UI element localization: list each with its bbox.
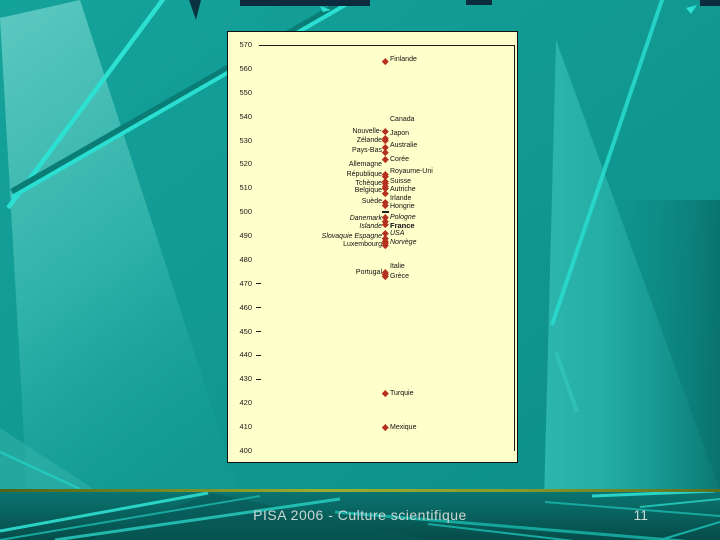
- y-tick-mark: [256, 331, 261, 333]
- country-label: Pays-Bas: [352, 146, 382, 154]
- country-label: France: [390, 220, 415, 230]
- score-dot-plot: 570 560 550 540 530 520 510 500 490 480 470 460 450 4…: [228, 32, 517, 462]
- country-label: Pologne: [390, 213, 416, 221]
- top-strip-corner: [700, 0, 720, 6]
- y-tick-label: 450: [239, 326, 252, 336]
- country-marker: [381, 273, 389, 280]
- country-marker: [381, 242, 389, 249]
- y-tick-label: 550: [239, 87, 252, 97]
- footer-divider-line: [0, 489, 720, 492]
- top-dark-sliver: [189, 0, 201, 20]
- top-strip-small: [466, 0, 492, 5]
- country-label: Tchèque: [355, 180, 382, 188]
- corner-wedge: [0, 428, 95, 490]
- country-marker: [381, 390, 389, 397]
- average-dash-marker: [381, 211, 389, 213]
- country-label: Norvège: [390, 238, 417, 246]
- y-tick-label: 560: [239, 63, 252, 73]
- page-number: 11: [633, 507, 648, 523]
- country-label: Finlande: [390, 56, 417, 64]
- country-label: Canada: [390, 115, 415, 123]
- country-label: Mexique: [390, 423, 417, 431]
- y-tick-label: 480: [239, 254, 252, 264]
- country-label: Australie: [390, 141, 418, 149]
- country-label: Suède: [361, 198, 382, 206]
- y-tick-mark: [256, 354, 261, 356]
- country-label: Grèce: [390, 273, 410, 281]
- top-cyan-triangle: [320, 6, 331, 12]
- country-marker: [381, 58, 389, 65]
- bottom-streak-3: [54, 497, 341, 540]
- y-tick-label: 570: [239, 40, 252, 49]
- country-label: Corée: [390, 156, 410, 164]
- corner-streak: [0, 450, 81, 491]
- country-label: Turquie: [390, 390, 414, 398]
- country-label: Italie: [390, 262, 405, 270]
- country-marker: [381, 189, 389, 197]
- y-tick-mark: [256, 307, 261, 309]
- country-label: Irlande: [390, 194, 412, 202]
- y-tick-mark: [256, 378, 261, 380]
- country-label: Zélande: [356, 137, 382, 145]
- bottom-streak-5: [427, 523, 575, 540]
- axis-top-line: [259, 44, 514, 46]
- y-tick-label: 470: [239, 278, 252, 288]
- streak-upper-steep: [6, 0, 166, 210]
- bottom-streak-4: [334, 510, 689, 540]
- y-tick-label: 410: [239, 422, 252, 432]
- bottom-streak-9: [659, 521, 720, 540]
- country-label: Royaume-Uni: [390, 168, 433, 176]
- country-label: Danemark: [349, 214, 382, 222]
- y-tick-label: 540: [239, 111, 252, 121]
- y-tick-label: 530: [239, 135, 252, 145]
- country-label: Islande: [359, 223, 382, 231]
- country-label: Suisse: [390, 177, 412, 185]
- top-strip-main: [240, 0, 370, 6]
- country-label: Belgique: [354, 187, 382, 195]
- country-label: Allemagne: [348, 161, 382, 169]
- y-tick-label: 400: [239, 445, 252, 455]
- country-label: Luxembourg: [343, 241, 382, 249]
- country-label: Portugal: [355, 268, 382, 276]
- country-label: USA: [390, 230, 405, 238]
- bottom-dark-wedge: [90, 493, 430, 540]
- y-tick-label: 420: [239, 398, 252, 408]
- y-tick-label: 490: [239, 231, 252, 241]
- country-label: Japon: [390, 130, 410, 138]
- country-label: Autriche: [390, 186, 416, 194]
- y-tick-label: 520: [239, 159, 252, 169]
- top-cyan-triangle-right: [686, 5, 697, 14]
- y-tick-mark: [256, 283, 261, 285]
- country-label: République: [346, 170, 382, 178]
- streak-right-steep: [550, 0, 665, 326]
- country-label: Slovaquie Espagne: [321, 232, 382, 240]
- score-chart-panel: 570 560 550 540 530 520 510 500 490 480 470 460 450 4…: [227, 31, 518, 463]
- bottom-streak-2: [0, 495, 261, 540]
- bottom-streak-8: [639, 498, 720, 508]
- footer-title: PISA 2006 - Culture scientifique: [253, 507, 467, 523]
- y-tick-label: 460: [239, 302, 252, 312]
- streak-right-fragment: [554, 351, 579, 413]
- streak-upper-shadow: [10, 0, 355, 196]
- y-tick-label: 440: [239, 350, 252, 360]
- country-marker: [381, 156, 389, 163]
- streak-upper-long: [11, 0, 358, 199]
- axis-right-line: [514, 45, 515, 451]
- country-label: Nouvelle-: [352, 127, 382, 135]
- country-label: Hongrie: [390, 202, 415, 210]
- bottom-streak-7: [591, 489, 716, 498]
- background-right-shade: [600, 200, 720, 540]
- country-marker: [381, 423, 389, 431]
- bottom-streak-6: [544, 501, 720, 517]
- y-tick-label: 500: [239, 207, 252, 217]
- country-marker: [381, 127, 389, 135]
- bottom-streak-1: [0, 491, 209, 533]
- country-marker: [381, 149, 389, 156]
- y-tick-label: 430: [239, 374, 252, 384]
- y-tick-label: 510: [239, 183, 252, 193]
